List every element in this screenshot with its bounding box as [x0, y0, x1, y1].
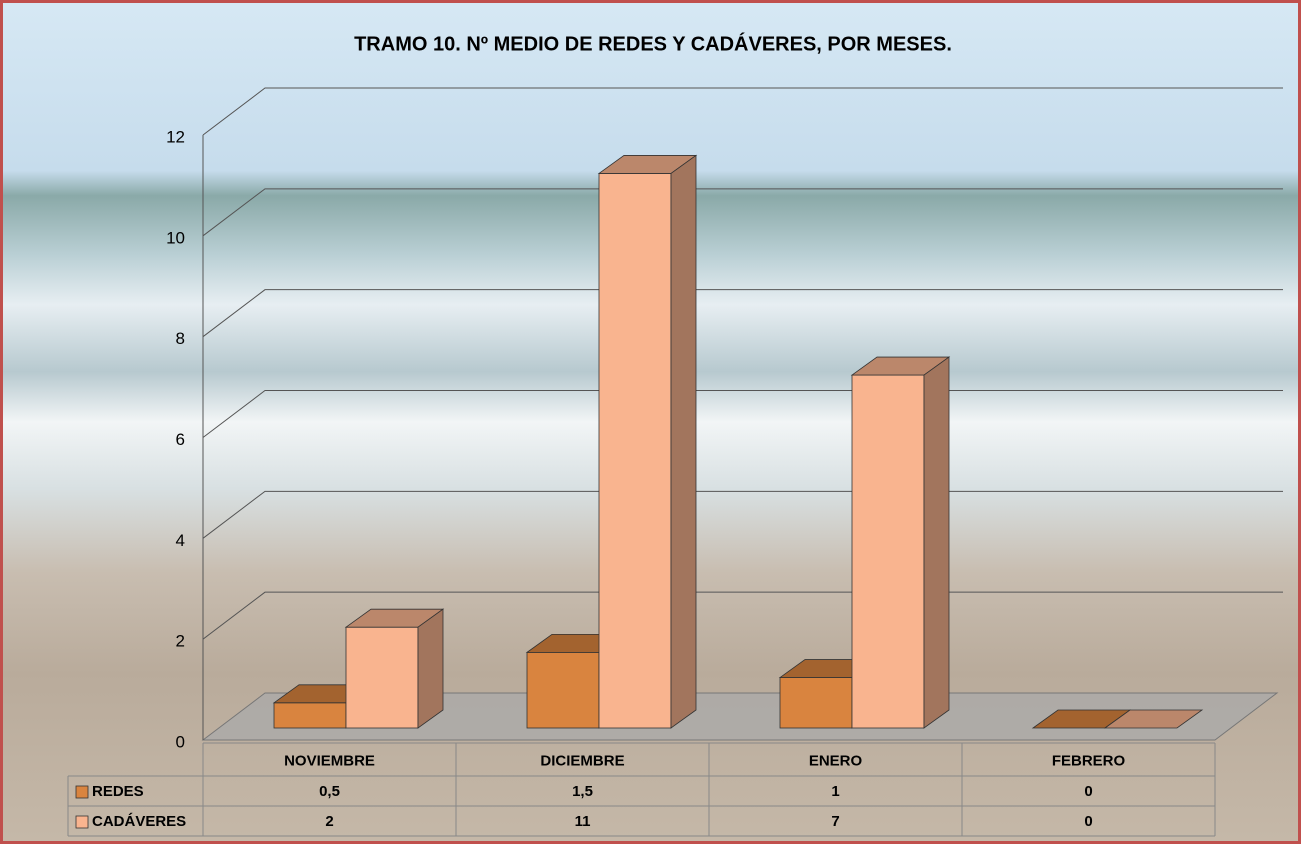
- grid-line: [202, 188, 1283, 237]
- y-tick-label: 6: [176, 430, 185, 449]
- y-tick-label: 2: [176, 632, 185, 651]
- table-value: 2: [325, 813, 333, 830]
- y-tick-label: 0: [176, 732, 185, 751]
- bar-front: [779, 677, 853, 729]
- bar-side: [923, 356, 950, 729]
- legend-label: CADÁVERES: [92, 813, 186, 830]
- table-value: 11: [575, 813, 591, 830]
- bar-side: [670, 154, 697, 729]
- grid-line: [202, 87, 1283, 136]
- bar-front: [851, 374, 925, 729]
- table-value: 1,5: [572, 783, 593, 800]
- legend-key: [75, 815, 89, 829]
- y-tick-label: 10: [166, 228, 185, 247]
- y-tick-label: 4: [176, 531, 185, 550]
- chart: TRAMO 10. Nº MEDIO DE REDES Y CADÁVERES,…: [67, 32, 1283, 837]
- bar-top: [1103, 709, 1204, 729]
- category-label: DICIEMBRE: [540, 752, 624, 769]
- grid-line: [202, 289, 1283, 338]
- y-tick-label: 12: [166, 127, 185, 146]
- bar-front: [598, 173, 672, 729]
- y-tick-label: 8: [176, 329, 185, 348]
- table-value: 0,5: [319, 783, 340, 800]
- chart-title: TRAMO 10. Nº MEDIO DE REDES Y CADÁVERES,…: [354, 32, 952, 55]
- legend-key: [75, 785, 89, 799]
- table-value: 0: [1084, 813, 1092, 830]
- grid-line: [202, 490, 1283, 539]
- legend-label: REDES: [92, 783, 144, 800]
- bar-front: [273, 702, 347, 729]
- bar-front: [526, 651, 600, 729]
- category-label: FEBRERO: [1052, 752, 1126, 769]
- table-value: 1: [831, 783, 839, 800]
- table-value: 7: [831, 813, 839, 830]
- category-label: ENERO: [809, 752, 863, 769]
- floor: [201, 692, 1279, 741]
- bar-side: [417, 608, 444, 729]
- bar-front: [345, 626, 419, 729]
- category-label: NOVIEMBRE: [284, 752, 375, 769]
- grid-line: [202, 390, 1283, 438]
- table-value: 0: [1084, 783, 1092, 800]
